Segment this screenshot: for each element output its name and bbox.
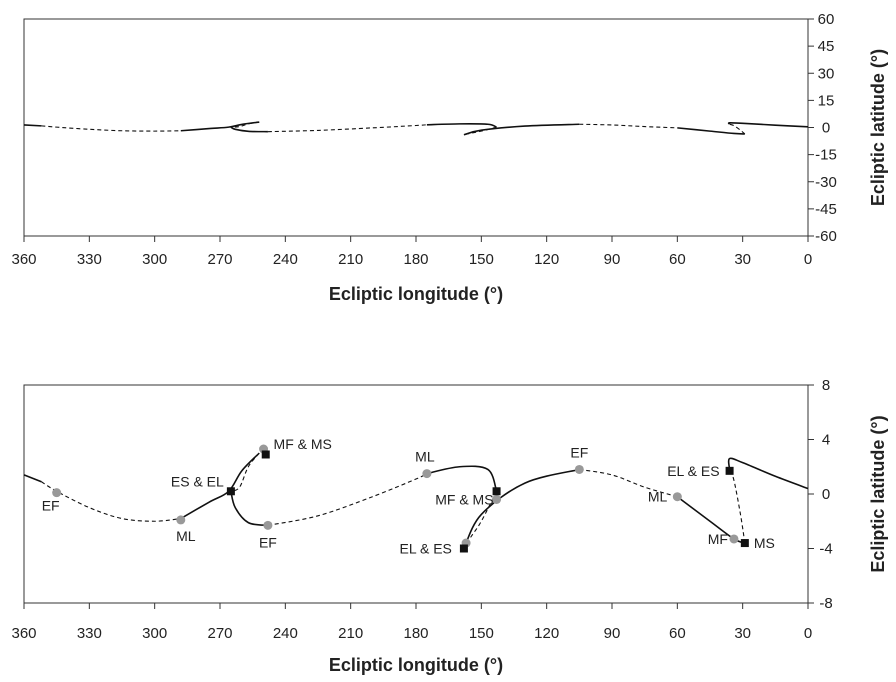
trajectory-solid-segment xyxy=(463,123,580,136)
x-tick-label: 360 xyxy=(11,625,36,642)
square-marker xyxy=(740,539,749,548)
x-tick-label: 60 xyxy=(669,251,686,268)
x-tick-label: 0 xyxy=(804,625,812,642)
trajectory-dashed-segment xyxy=(579,468,678,498)
circle-marker xyxy=(176,515,186,525)
circle-marker xyxy=(672,492,682,502)
x-tick-label: 240 xyxy=(273,625,298,642)
x-tick-label: 180 xyxy=(403,625,428,642)
trajectory-dashed-segment xyxy=(41,125,181,132)
y-tick-label: 60 xyxy=(818,11,835,28)
trajectory-solid-segment xyxy=(677,127,745,135)
square-marker xyxy=(459,544,468,553)
y-tick-label: -45 xyxy=(815,201,837,218)
point-annotation: EF xyxy=(570,444,588,460)
trajectory-dashed-segment xyxy=(729,123,746,135)
circle-marker xyxy=(422,469,432,479)
x-axis-title: Ecliptic longitude (°) xyxy=(329,284,503,304)
square-marker xyxy=(261,450,270,459)
trajectory-solid-segment xyxy=(180,121,260,132)
point-annotation: ML xyxy=(176,528,196,544)
x-tick-label: 180 xyxy=(403,251,428,268)
x-tick-label: 240 xyxy=(273,251,298,268)
trajectory-solid-segment xyxy=(230,491,269,527)
y-tick-label: -4 xyxy=(819,541,832,558)
point-annotation: ES & EL xyxy=(171,473,224,489)
trajectory-dashed-segment xyxy=(463,491,498,549)
trajectory-solid-segment xyxy=(463,468,580,549)
trajectory-dashed-segment xyxy=(230,121,260,128)
trajectory-solid-segment xyxy=(727,457,809,490)
x-tick-label: 360 xyxy=(11,251,36,268)
x-tick-label: 90 xyxy=(604,251,621,268)
trajectory-dashed-segment xyxy=(267,124,427,133)
point-annotation: EF xyxy=(42,498,60,514)
x-tick-label: 270 xyxy=(207,625,232,642)
x-tick-label: 120 xyxy=(534,251,559,268)
square-marker xyxy=(226,487,235,496)
point-annotation: EL & ES xyxy=(400,541,452,557)
x-tick-label: 210 xyxy=(338,625,363,642)
x-tick-label: 300 xyxy=(142,625,167,642)
y-axis-title: Ecliptic latitude (°) xyxy=(868,415,888,572)
square-marker xyxy=(492,487,501,496)
x-tick-label: 300 xyxy=(142,251,167,268)
x-tick-label: 330 xyxy=(77,251,102,268)
circle-marker xyxy=(52,488,62,498)
bottom-panel: 360 330 300 270 240 210 180 150 120 90 60 30 0840-4-… xyxy=(11,377,888,675)
point-annotation: MF & MS xyxy=(435,491,493,507)
x-tick-label: 150 xyxy=(469,625,494,642)
y-tick-label: 45 xyxy=(818,38,835,55)
trajectory-dashed-segment xyxy=(579,123,678,129)
trajectory-solid-segment xyxy=(230,126,268,133)
y-tick-label: 8 xyxy=(822,377,830,394)
trajectory-dashed-segment xyxy=(41,481,181,522)
circle-marker xyxy=(729,534,739,544)
point-annotation: MF xyxy=(708,531,728,547)
trajectory-dashed-segment xyxy=(230,452,260,492)
y-tick-label: 4 xyxy=(822,432,830,449)
x-tick-label: 120 xyxy=(534,625,559,642)
y-tick-label: -60 xyxy=(815,228,837,245)
trajectory-solid-segment xyxy=(727,121,809,128)
plot-frame xyxy=(23,18,809,237)
trajectory-solid-segment xyxy=(426,465,498,492)
y-tick-label: -30 xyxy=(815,174,837,191)
x-tick-label: 330 xyxy=(77,625,102,642)
x-tick-label: 0 xyxy=(804,251,812,268)
circle-marker xyxy=(492,494,502,504)
point-annotation: MS xyxy=(754,535,775,551)
circle-marker xyxy=(263,520,273,530)
x-tick-label: 90 xyxy=(604,625,621,642)
plot-frame xyxy=(23,384,809,604)
x-tick-label: 30 xyxy=(734,625,751,642)
y-tick-label: 0 xyxy=(822,120,830,137)
point-annotation: ML xyxy=(415,449,435,465)
point-annotation: ML xyxy=(648,489,668,505)
x-axis-title: Ecliptic longitude (°) xyxy=(329,655,503,675)
x-tick-label: 210 xyxy=(338,251,363,268)
y-tick-label: 30 xyxy=(818,65,835,82)
x-tick-label: 150 xyxy=(469,251,494,268)
y-tick-label: -15 xyxy=(815,147,837,164)
point-annotation: EL & ES xyxy=(667,463,719,479)
circle-marker xyxy=(574,464,584,474)
trajectory-solid-segment xyxy=(23,124,42,127)
trajectory-solid-segment xyxy=(23,474,42,483)
point-annotation: MF & MS xyxy=(274,436,332,452)
trajectory-dashed-segment xyxy=(729,469,746,544)
top-panel: 360 330 300 270 240 210 180 150 120 90 60 30 0604530… xyxy=(11,11,888,304)
trajectory-solid-segment xyxy=(426,123,497,128)
square-marker xyxy=(725,466,734,475)
trajectory-dashed-segment xyxy=(267,473,428,526)
y-axis-title: Ecliptic latitude (°) xyxy=(868,49,888,206)
x-tick-label: 30 xyxy=(734,251,751,268)
x-tick-label: 270 xyxy=(207,251,232,268)
y-tick-label: -8 xyxy=(819,595,832,612)
x-tick-label: 60 xyxy=(669,625,686,642)
y-tick-label: 15 xyxy=(818,92,835,109)
point-annotation: EF xyxy=(259,534,277,550)
y-tick-label: 0 xyxy=(822,486,830,503)
